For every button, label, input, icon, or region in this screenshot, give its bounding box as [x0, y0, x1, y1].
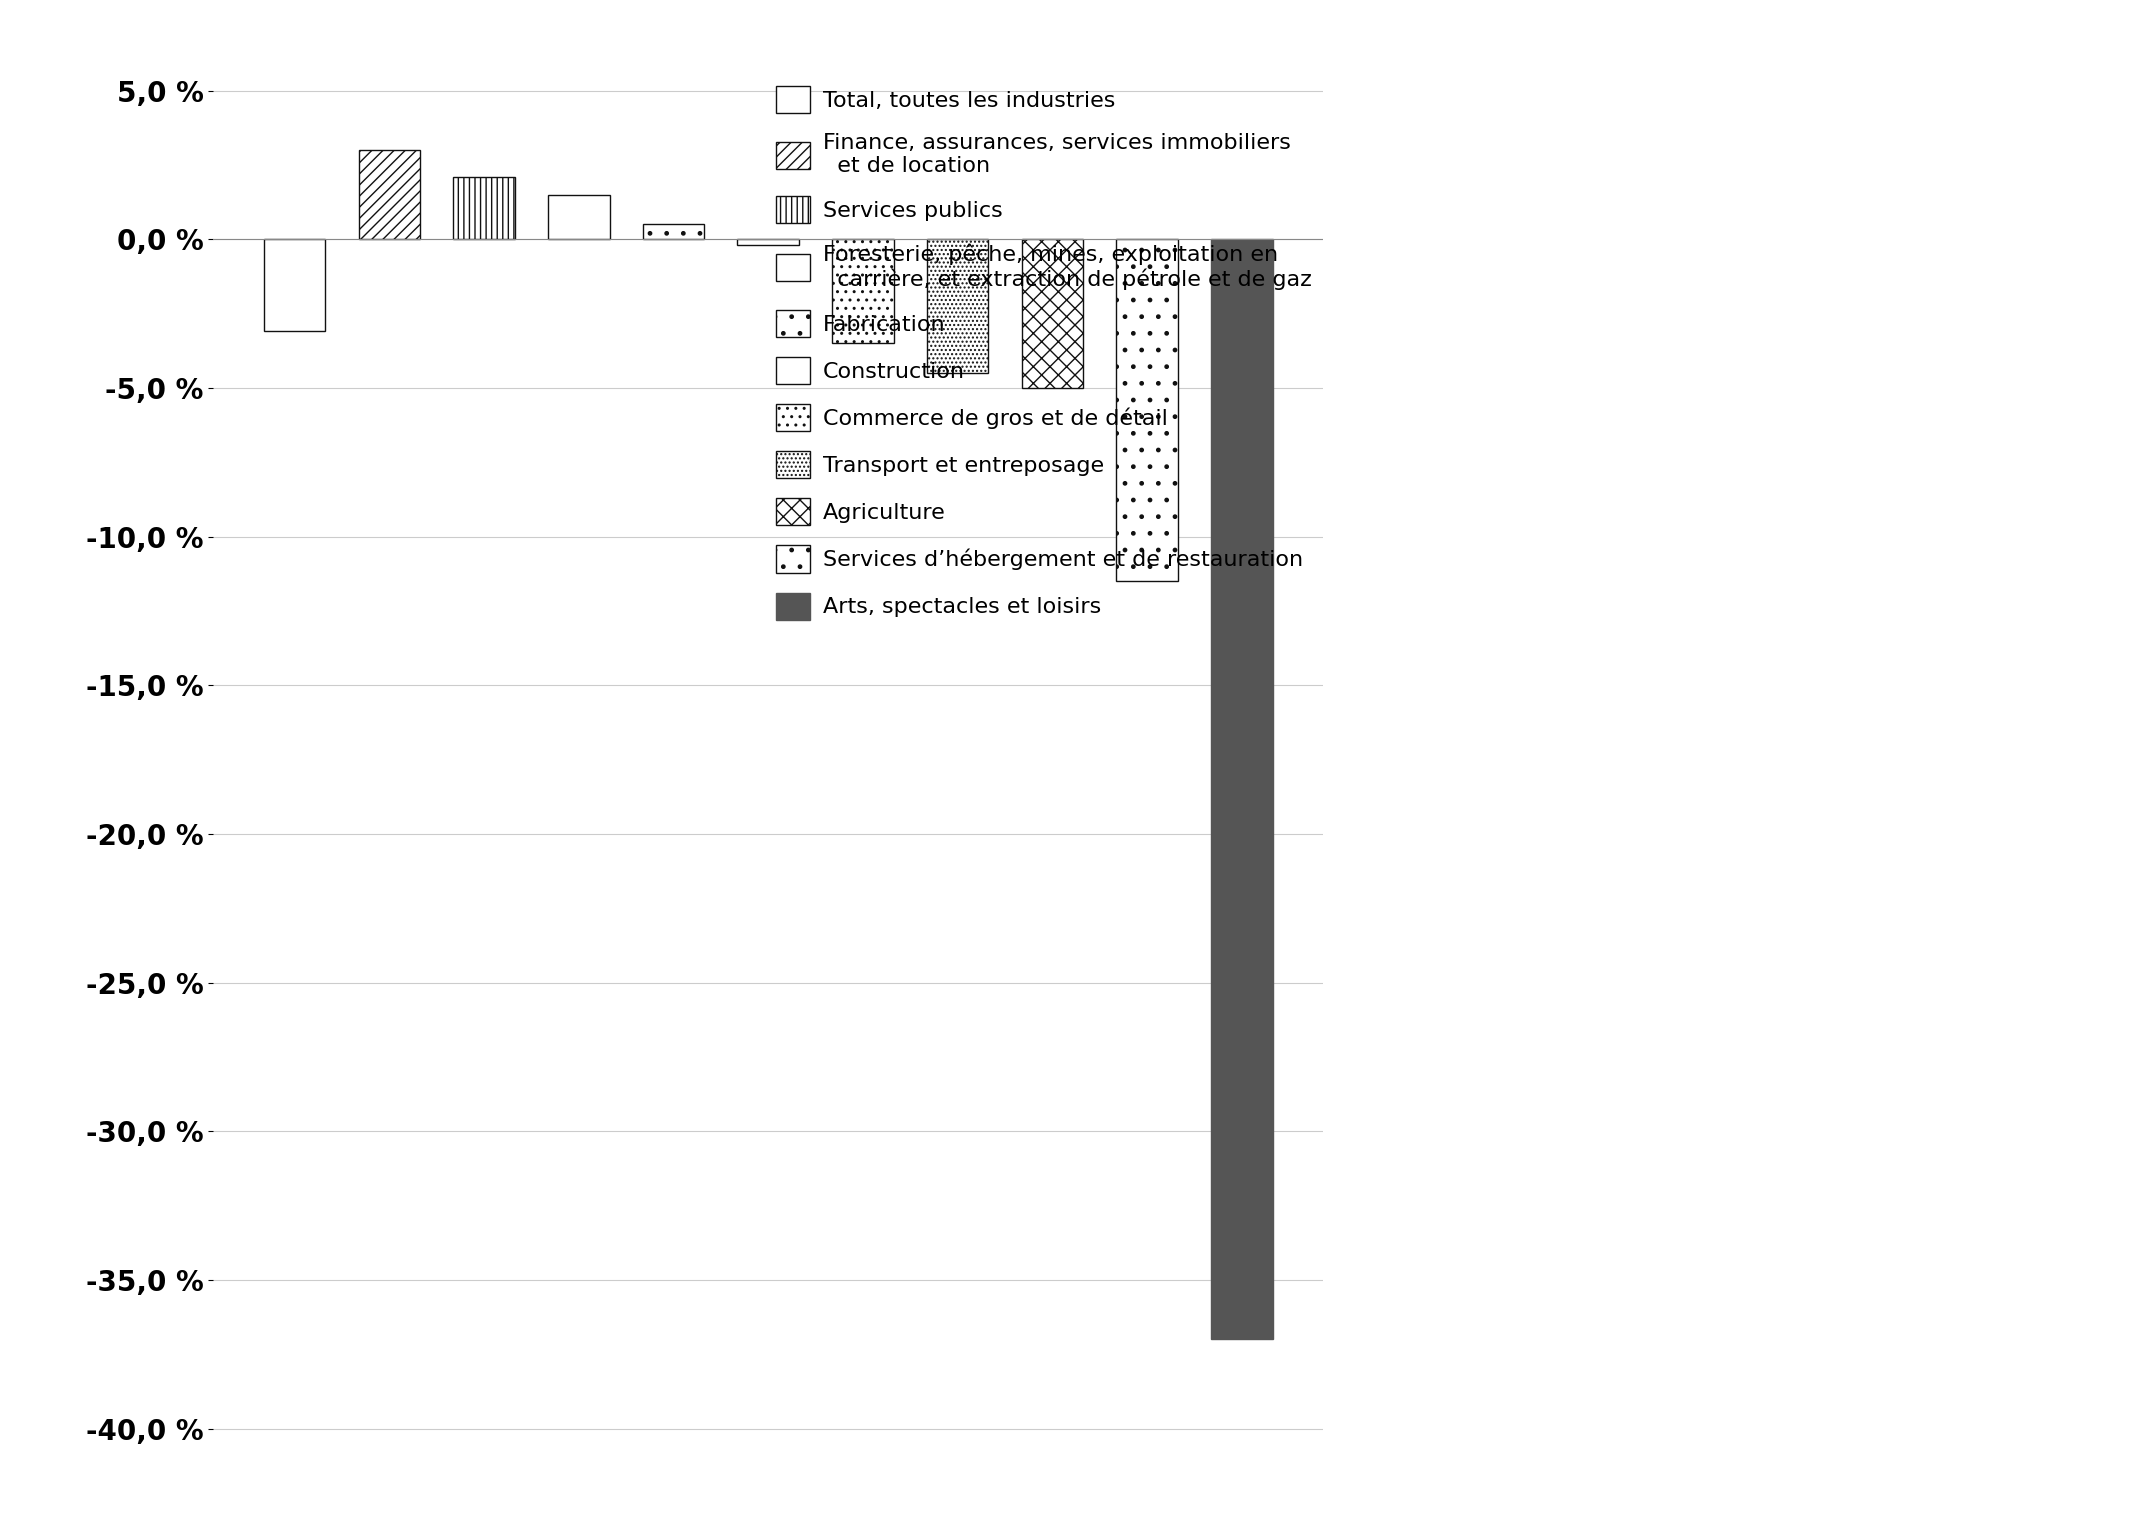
Bar	[926, 239, 988, 373]
Bar	[832, 239, 894, 344]
Bar	[1212, 239, 1272, 1339]
Bar	[265, 239, 324, 331]
Bar	[738, 239, 798, 245]
Bar	[642, 224, 704, 239]
Bar	[359, 150, 420, 239]
Bar	[548, 195, 610, 239]
Bar	[1022, 239, 1084, 388]
Bar	[452, 176, 514, 239]
Legend: Total, toutes les industries, Finance, assurances, services immobiliers
  et de : Total, toutes les industries, Finance, a…	[777, 86, 1312, 620]
Bar	[1116, 239, 1178, 581]
